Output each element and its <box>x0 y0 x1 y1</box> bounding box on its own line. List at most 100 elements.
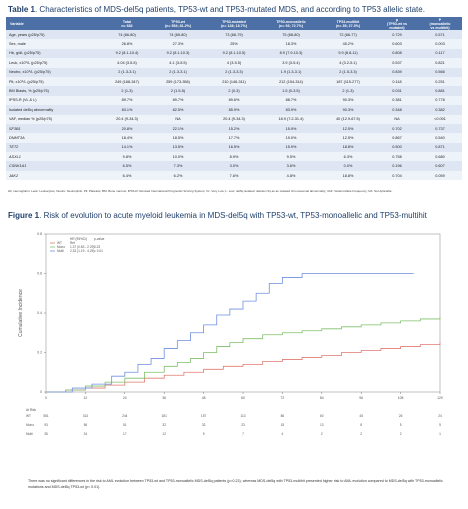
table-cell: 4.8% <box>262 170 320 181</box>
table-cell: 18.8% <box>320 142 376 153</box>
table-cell: 0.702 <box>376 123 418 134</box>
column-header: TP53-wt (n= 554; 81.2%) <box>150 17 206 30</box>
table-cell: 40 (12.9-67.5) <box>320 114 376 124</box>
table-row: ASXL1 9.8% 10.0% 8.9% 9.5% 6.3% 0.758 0.680 <box>6 152 462 162</box>
risk-row-name: Multi <box>26 432 33 436</box>
table-cell: 0.821 <box>418 58 462 68</box>
table-cell: 4.1 (3-5.5) <box>150 58 206 68</box>
table-row: JAK2 6.4% 6.2% 7.6% 4.8% 18.8% 0.704 0.059 <box>6 170 462 181</box>
y-tick-label: 0.2 <box>37 351 42 355</box>
characteristics-table: Variable Total n= 682 TP53-wt (n= 554; 81.2%… <box>6 17 462 181</box>
table-cell: Hb, g/dL (p25/p75) <box>6 48 104 59</box>
table-cell: 259 (173-356) <box>150 76 206 87</box>
table-cell: 0.571 <box>418 30 462 40</box>
table-cell: 89.6% <box>206 95 262 106</box>
table-cell: 0.839 <box>376 67 418 77</box>
column-header: TP53-mutated (n= 128; 18.7%) <box>206 17 262 30</box>
table-cell: 88.7% <box>262 95 320 106</box>
x-tick-label: 36 <box>162 396 166 400</box>
table-row: VAF, median % (p25/p75) 20.4 (9-34.3) NA 20… <box>6 114 462 124</box>
risk-count: 1 <box>439 432 441 436</box>
table-cell: 6.4% <box>104 170 150 181</box>
column-header: Total n= 682 <box>104 17 150 30</box>
table-cell: 210 (146-311) <box>206 76 262 87</box>
risk-count: 45 <box>359 414 363 418</box>
table-cell: 0.348 <box>376 105 418 115</box>
column-header: Variable <box>6 17 104 30</box>
table-cell: 85.9% <box>206 105 262 115</box>
table-cell: 0.704 <box>376 170 418 181</box>
y-axis-label: Cumulative Incidence <box>18 289 24 337</box>
table-caption: Table 1. Characteristics of MDS-del5q pa… <box>8 5 425 14</box>
table-cell: DNMT3A <box>6 133 104 143</box>
table-cell: 6.5% <box>104 161 150 171</box>
legend-series-name: Multi <box>57 249 64 253</box>
table-cell: SF3B1 <box>6 123 104 134</box>
risk-count: 13 <box>320 423 324 427</box>
table-row: Hb, g/dL (p25/p75) 9.2 (8.1-10.4) 9.2 (8.1… <box>6 48 462 59</box>
table-cell: Age, years (p25/p75) <box>6 30 104 40</box>
x-tick-label: 60 <box>241 396 245 400</box>
table-cell: 8.9% <box>206 152 262 162</box>
table-cell: 18.9 (7.2-31.4) <box>262 114 320 124</box>
legend-hr-header: HR (95%CI) <box>70 237 87 241</box>
table-cell: 0.537 <box>376 58 418 68</box>
risk-count: 2 <box>321 432 323 436</box>
risk-count: 51 <box>123 423 127 427</box>
table-cell: 0.118 <box>376 76 418 87</box>
risk-count: 12 <box>162 432 166 436</box>
table-cell: 3.6% <box>262 161 320 171</box>
x-tick-label: 12 <box>84 396 88 400</box>
series-line-multi <box>46 273 414 393</box>
x-tick-label: 0 <box>45 396 47 400</box>
table-cell: 0.251 <box>418 76 462 87</box>
series-line-mono <box>46 316 441 393</box>
cumulative-incidence-chart: 0 12 24 36 48 60 72 84 96 108 12000.20.40.60.8Cumu… <box>18 232 443 436</box>
table-cell: 15.9% <box>262 142 320 153</box>
table-cell: 26.8% <box>104 39 150 49</box>
table-cell: 14.1% <box>104 142 150 153</box>
risk-row-name: Mono <box>26 423 34 427</box>
table-row: TET2 14.1% 13.5% 16.5% 15.9% 18.8% 0.500 0.871 <box>6 142 462 153</box>
table-caption-text: . Characteristics of MDS-del5q patients,… <box>34 5 425 14</box>
risk-count: 56 <box>84 423 88 427</box>
table-cell: NA <box>376 114 418 124</box>
table-cell: 9.5% <box>262 152 320 162</box>
table-cell: 0.737 <box>418 123 462 134</box>
table-cell: Leuk, x10⁹/L (p25/p75) <box>6 58 104 68</box>
table-cell: 187 (115-277) <box>320 76 376 87</box>
risk-count: 8 <box>360 423 362 427</box>
table-cell: 2 (1.3-3.1) <box>104 67 150 77</box>
table-caption-label: Table 1 <box>8 5 35 14</box>
table-cell: 0.031 <box>376 86 418 96</box>
figure-caption: Figure 1. Risk of evolution to acute mye… <box>8 211 427 220</box>
table-cell: Sex, male <box>6 39 104 49</box>
risk-count: 5 <box>439 423 441 427</box>
table-cell: NA <box>150 114 206 124</box>
table-cell: 18.5% <box>150 133 206 143</box>
table-cell: 6.2% <box>150 170 206 181</box>
table-cell: 20.4 (9-34.3) <box>206 114 262 124</box>
table-cell: 3.9 (3-5.4) <box>262 58 320 68</box>
column-header: p (TP53-wt vs mutated) <box>376 17 418 30</box>
table-cell: Neutro, x10⁹/L (p25/p75) <box>6 67 104 77</box>
legend-p-value: 0.23 <box>94 245 100 249</box>
column-header: TP53-multihit (n= 35; 27.3%) <box>320 17 376 30</box>
table-cell: 9.2 (8.1-10.5) <box>206 48 262 59</box>
figure-caption-label: Figure 1 <box>8 211 40 220</box>
x-tick-label: 72 <box>281 396 285 400</box>
figure-note: There was no significant differences in … <box>28 479 443 489</box>
table-cell: 0.059 <box>418 170 462 181</box>
table-cell: 0.0% <box>320 161 376 171</box>
table-cell: 1.5 (0-3.5) <box>262 86 320 96</box>
y-tick-label: 0.4 <box>37 311 42 315</box>
table-cell: 2 (0-3) <box>206 86 262 96</box>
table-cell: ASXL1 <box>6 152 104 162</box>
table-cell: 8.9 (7.9-10.3) <box>262 48 320 59</box>
table-cell: 0.680 <box>418 152 462 162</box>
legend-p-header: p-value <box>94 237 105 241</box>
legend-hr-value: Ref <box>70 241 75 245</box>
table-cell: 19.0% <box>262 133 320 143</box>
risk-count: 24 <box>438 414 442 418</box>
y-tick-label: 0.8 <box>37 232 42 236</box>
